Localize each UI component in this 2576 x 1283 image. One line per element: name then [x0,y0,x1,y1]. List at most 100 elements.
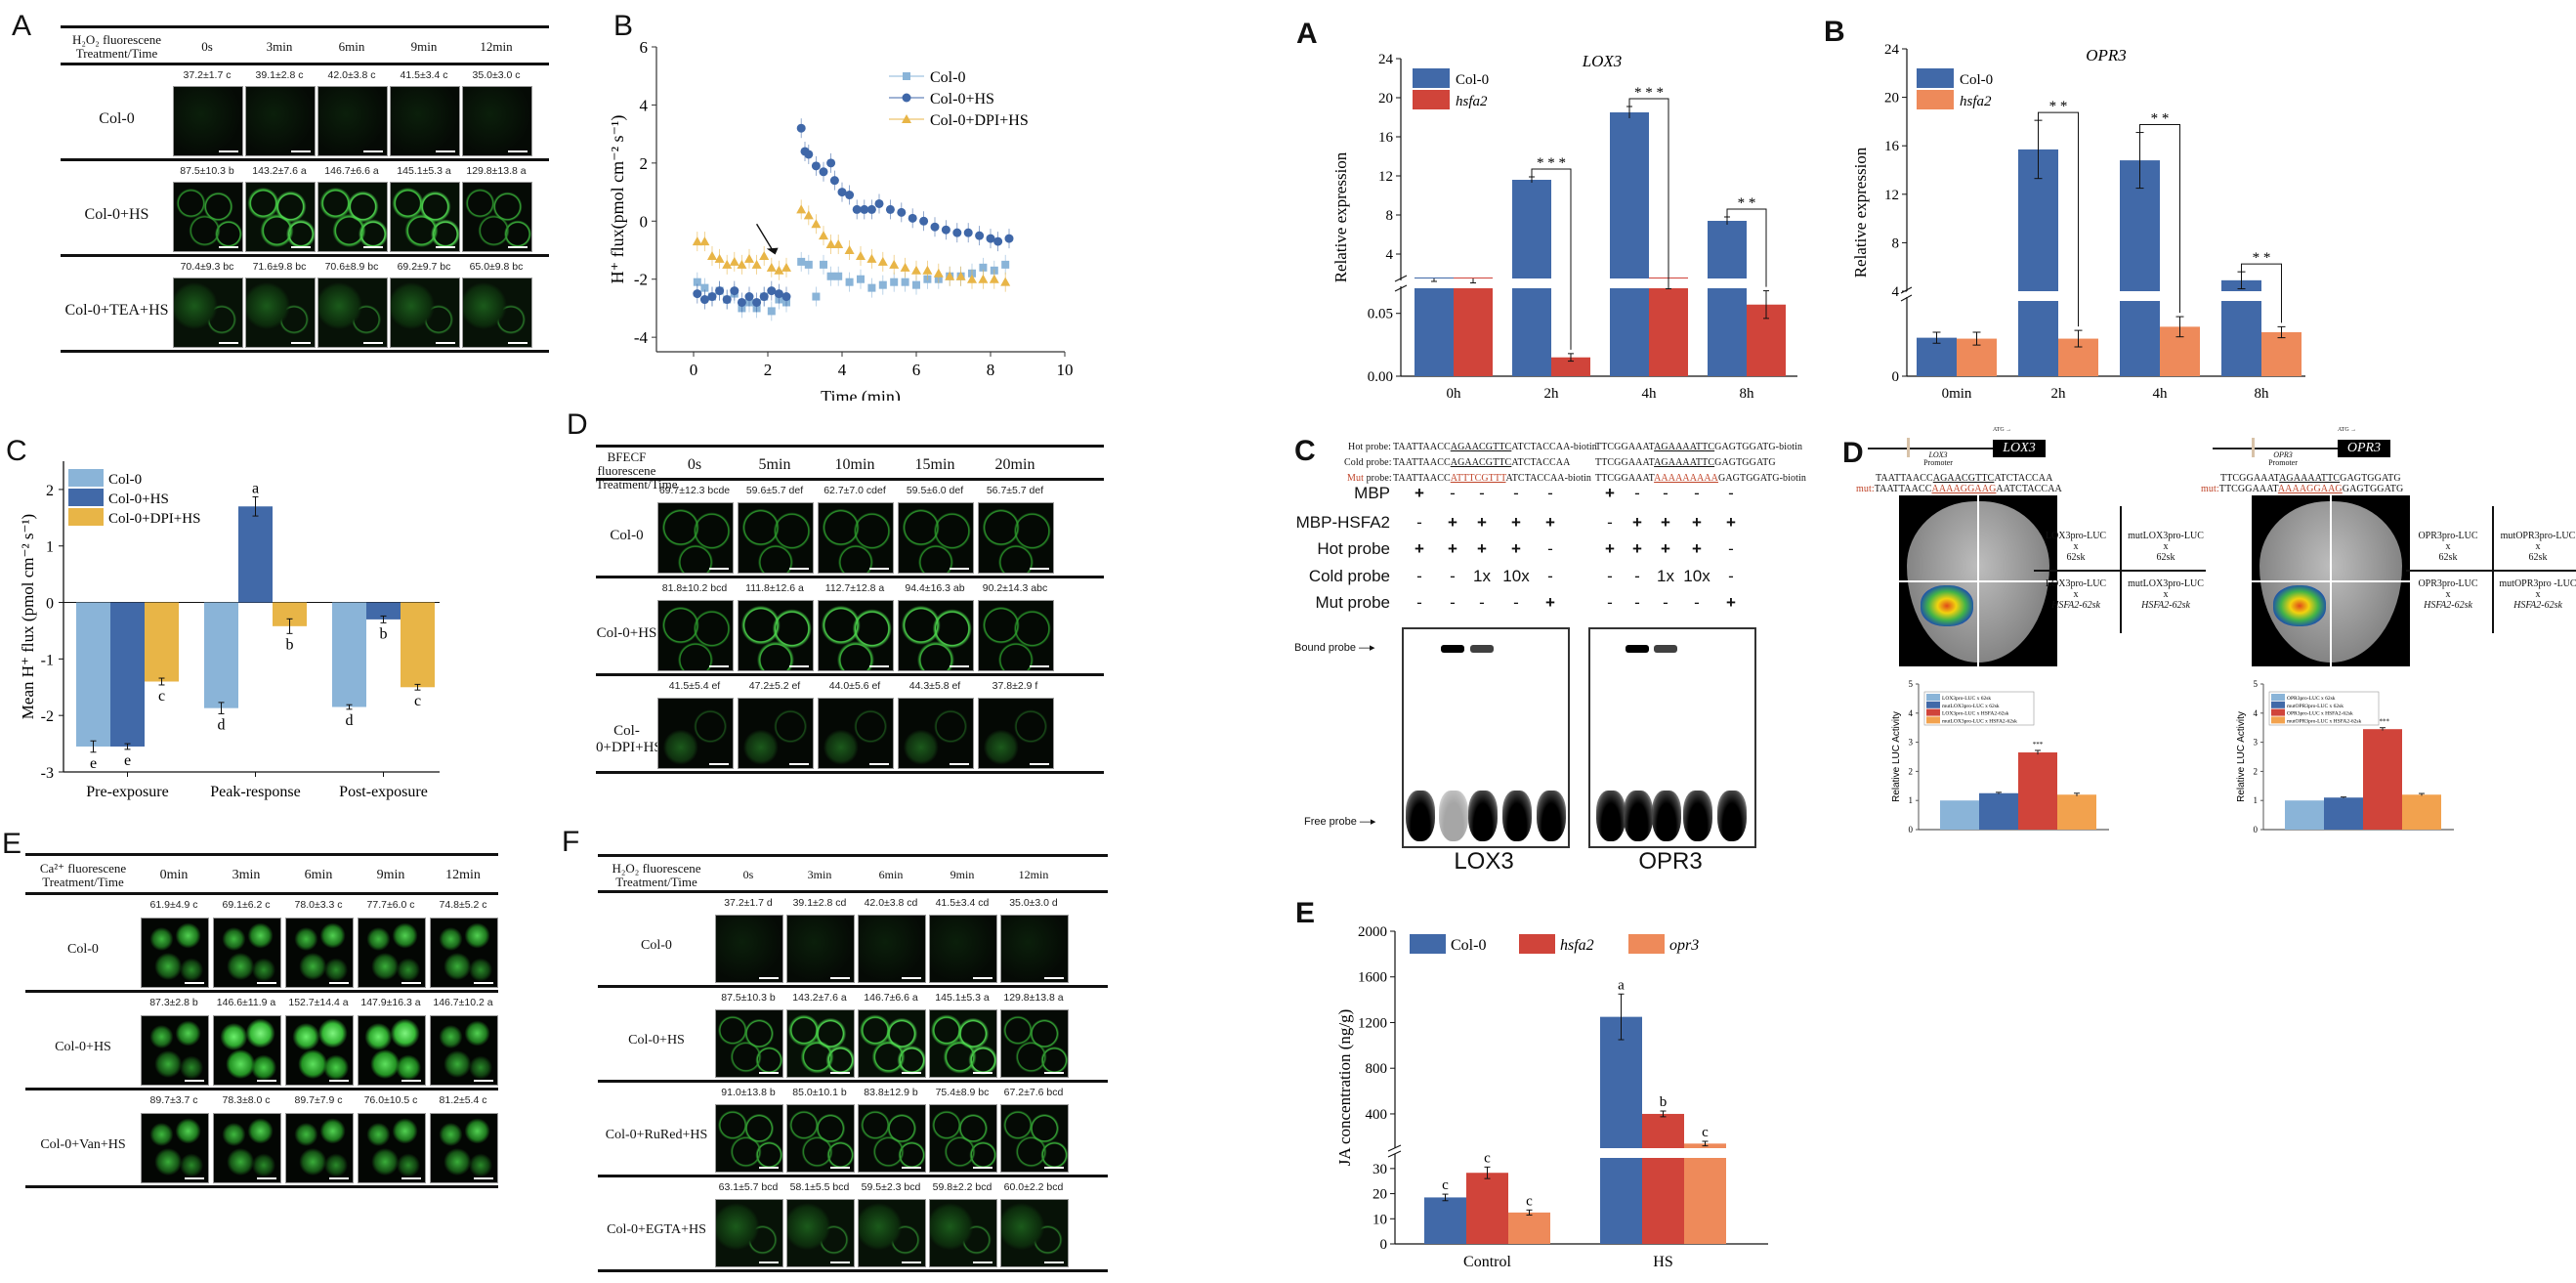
scale-bar [508,150,528,152]
data-point [796,204,807,214]
significance-bracket [1628,98,1669,282]
free-probe-band [1624,791,1653,841]
measurement-value: 35.0±3.0 d [1009,897,1058,909]
measurement-value: 91.0±13.8 b [721,1087,776,1098]
legend-swatch [1917,68,1954,88]
legend-label: Col-0 [1456,72,1489,88]
y-tick-label: 4 [2254,708,2259,718]
legend-swatch [2271,716,2285,724]
y-tick-label: 4 [640,96,649,114]
legend-label: Col-0 [1960,72,1993,88]
y-tick-label: 24 [1884,42,1900,58]
opr3-lane-mark: - [1634,484,1640,502]
y-tick-label: 12 [1884,188,1899,203]
left-panel-f-table: H₂O₂ fluorescene Treatment/Time 0s 3min 6min… [598,854,1108,1274]
opr3-lane-mark: - [1663,484,1668,502]
measurement-value: 39.1±2.8 cd [792,897,847,909]
data-point [803,210,814,220]
data-point [1004,234,1014,243]
seq-part: ATCTACCAA-biotin [1505,473,1591,484]
free-probe-band [1683,791,1712,841]
data-point [845,278,854,286]
axis-break-mark [1387,1144,1402,1152]
scale-bar [1044,1262,1064,1263]
axis-break-mark [1900,294,1913,302]
legend-swatch [1413,68,1450,88]
right-panel-c-label: C [1294,435,1316,467]
significance-stars: * * [1738,195,1756,211]
micrograph-image [317,182,388,252]
lox3-lane-mark: 10x [1502,567,1530,585]
seq-part: ATCTACCAA-biotin [1511,442,1597,452]
chart-title: OPR3 [2086,46,2127,64]
bar-upper [1512,180,1551,278]
header-title-line1: H₂O₂ fluorescene [72,32,161,47]
luc-leaf-image [1899,495,2057,666]
scale-bar [185,1177,204,1179]
seq-part: AGAACGTTC [1932,473,1995,484]
bar [2402,794,2441,830]
gel-opr3 [1588,627,1756,848]
row-label: Col-0+RuRed+HS [605,1128,708,1142]
bar-upper [1610,112,1649,278]
data-point [852,204,862,214]
legend-label: Col-0+DPI+HS [108,511,200,527]
bar [1508,1212,1550,1244]
promoter-line [1868,448,1995,449]
table-row-rule [25,1185,498,1188]
opr3-lane-mark: + [1632,513,1642,532]
lox3-hot-probe-seq: TAATTAACCAGAACGTTCATCTACCAA-biotin [1393,442,1597,452]
legend-swatch [1926,708,1940,716]
scale-bar [709,665,729,667]
measurement-value: 81.8±10.2 bcd [661,582,728,594]
y-tick-label: -1 [41,652,54,668]
data-point [901,278,909,286]
scale-bar [830,1167,850,1169]
measurement-value: 145.1±5.3 a [397,165,451,177]
x-tick-label: 2 [764,361,773,379]
lox3-lane-mark: 1x [1473,567,1491,585]
table-top-rule [25,853,498,856]
free-probe-band [1537,791,1566,841]
data-point [811,219,822,229]
legend-swatch [1519,934,1555,954]
bar [2261,332,2302,376]
bar [1979,792,2018,830]
lox3-lane-mark: - [1513,593,1519,612]
legend-swatch [68,489,104,506]
lox3-mut-probe-seq: TAATTAACCATTTCGTTTATCTACCAA-biotin [1393,473,1591,484]
table-header-title: Ca²⁺ fluorescene Treatment/Time [25,862,141,889]
table-row-rule [596,576,1104,578]
row-label: Col-0 [99,110,135,127]
bar [2363,729,2402,830]
seq-part: GAGTGGATG [2342,484,2404,494]
seq-part: AAAAGGAAG [2277,484,2343,494]
data-point [919,216,929,226]
measurement-value: 69.7±12.3 bcde [658,485,731,496]
y-tick-label: 4 [1909,708,1914,718]
left-panel-c-label: C [6,435,27,467]
measurement-value: 74.8±5.2 c [439,899,487,911]
grid-line-h [2034,570,2206,572]
data-point [979,263,988,272]
significance-stars: **** [2376,718,2390,726]
lox3-lane-mark: + [1448,539,1457,558]
free-probe-band [1717,791,1747,841]
bar [1424,1197,1466,1244]
left-panel-f-label: F [562,826,580,858]
column-header: 3min [807,867,832,881]
data-point [900,262,910,272]
opr3-lane-mark: + [1605,484,1615,502]
data-point [878,280,887,289]
table-row-rule [61,350,549,353]
significance-bracket [1531,168,1572,350]
opr3-hot-probe-seq: TTCGGAAATAGAAAATTCGAGTGGATG-biotin [1595,442,1802,452]
legend-marker [902,93,911,103]
measurement-value: 42.0±3.8 cd [864,897,918,909]
column-header: 10min [834,456,875,473]
y-tick-label: 10 [1372,1212,1387,1227]
micrograph-image [978,600,1054,671]
micrograph-image [462,278,532,348]
free-probe-label: Free probe —▸ [1304,816,1376,828]
y-tick-label: 1200 [1358,1015,1387,1031]
